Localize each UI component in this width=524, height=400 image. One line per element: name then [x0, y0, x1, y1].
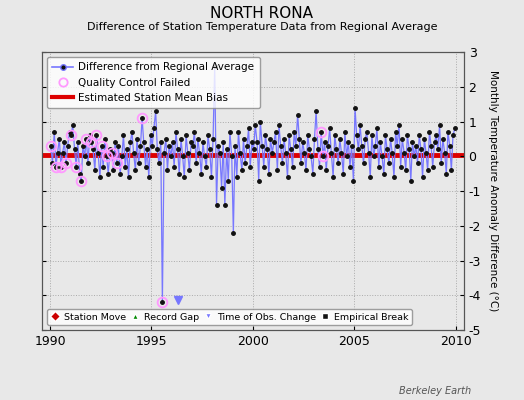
Text: Difference of Station Temperature Data from Regional Average: Difference of Station Temperature Data f…: [87, 22, 437, 32]
Y-axis label: Monthly Temperature Anomaly Difference (°C): Monthly Temperature Anomaly Difference (…: [488, 70, 498, 312]
Text: Berkeley Earth: Berkeley Earth: [399, 386, 472, 396]
Text: NORTH RONA: NORTH RONA: [211, 6, 313, 21]
Legend: Station Move, Record Gap, Time of Obs. Change, Empirical Break: Station Move, Record Gap, Time of Obs. C…: [47, 309, 412, 325]
